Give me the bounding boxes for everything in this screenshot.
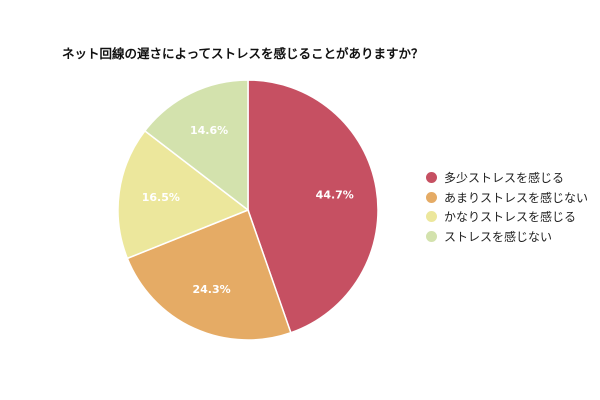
pie-slice[interactable] [117,129,250,260]
legend-swatch [426,191,437,203]
slice-value-label: 44.7% [316,188,354,201]
legend-label: あまりストレスを感じない [444,190,589,205]
pie-slice[interactable] [143,79,249,212]
legend: 多少ストレスを感じる あまりストレスを感じない かなりストレスを感じる ストレス… [426,168,588,246]
legend-item[interactable]: かなりストレスを感じる [426,207,588,227]
pie-slice-labels: 44.7% 24.3% 16.5% 14.6% [142,124,354,296]
legend-swatch [426,211,437,223]
chart-title: ネット回線の遅さによってストレスを感じることがありますか？ [62,46,424,61]
legend-item[interactable]: ストレスを感じない [426,227,588,247]
legend-item[interactable]: あまりストレスを感じない [426,188,588,208]
legend-swatch [426,230,437,242]
slice-value-label: 16.5% [142,191,180,204]
legend-swatch [426,172,437,184]
legend-item[interactable]: 多少ストレスを感じる [426,168,588,188]
legend-label: かなりストレスを感じる [444,210,577,225]
pie-slices [117,79,379,341]
slice-value-label: 24.3% [192,283,230,296]
legend-label: 多少ストレスを感じる [444,171,565,186]
pie-slice[interactable] [247,79,379,334]
slice-value-label: 14.6% [190,124,228,137]
legend-label: ストレスを感じない [444,229,553,244]
